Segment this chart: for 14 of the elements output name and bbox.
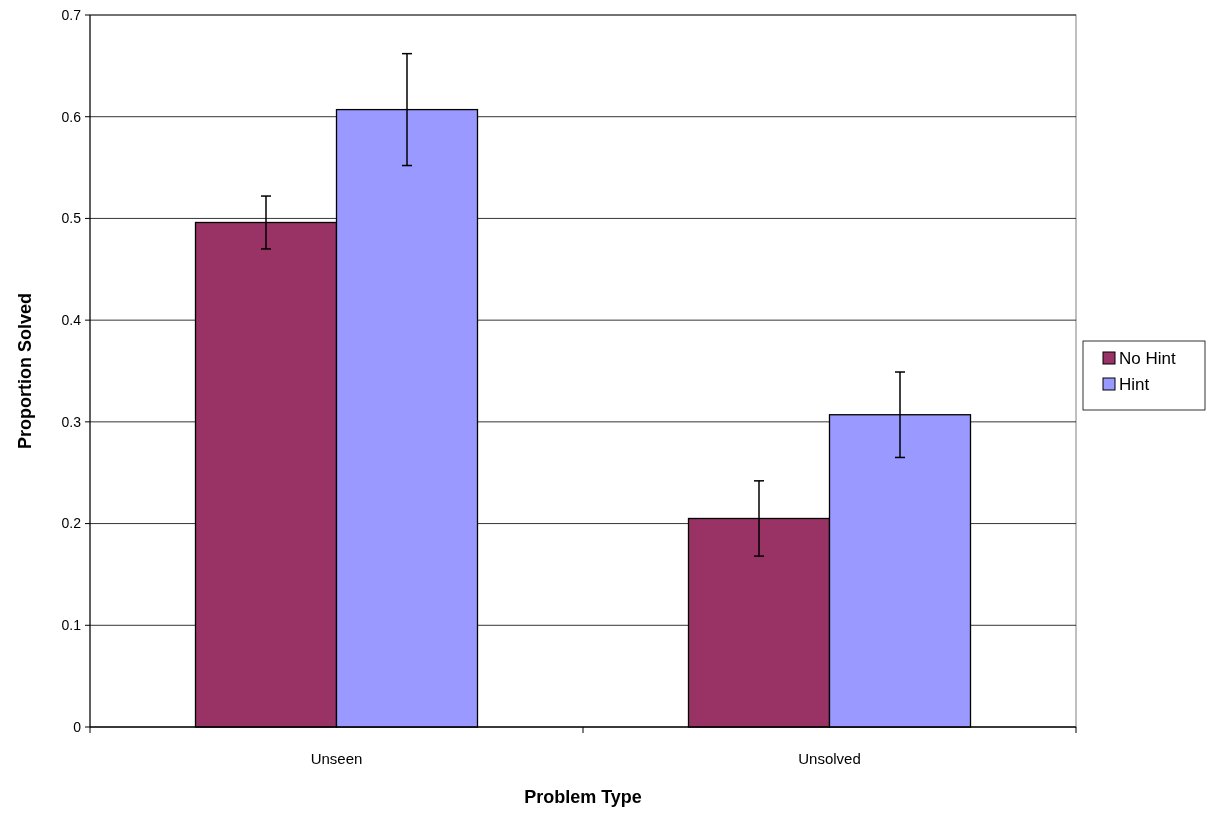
y-tick-label: 0.3 <box>61 413 82 430</box>
legend-label: No Hint <box>1119 348 1176 368</box>
y-tick-label: 0.2 <box>61 515 82 532</box>
x-axis-title: Problem Type <box>524 787 642 807</box>
x-tick-label: Unseen <box>310 750 363 767</box>
y-tick-label: 0.5 <box>61 210 82 227</box>
legend-label: Hint <box>1119 374 1150 394</box>
x-tick-label: Unsolved <box>798 750 861 767</box>
y-axis-title: Proportion Solved <box>15 292 35 450</box>
y-tick-label: 0 <box>73 718 82 735</box>
y-tick-label: 0.1 <box>61 617 82 634</box>
y-tick-label: 0.6 <box>61 108 82 125</box>
y-tick-label: 0.4 <box>61 312 82 329</box>
y-tick-label: 0.7 <box>61 6 82 23</box>
